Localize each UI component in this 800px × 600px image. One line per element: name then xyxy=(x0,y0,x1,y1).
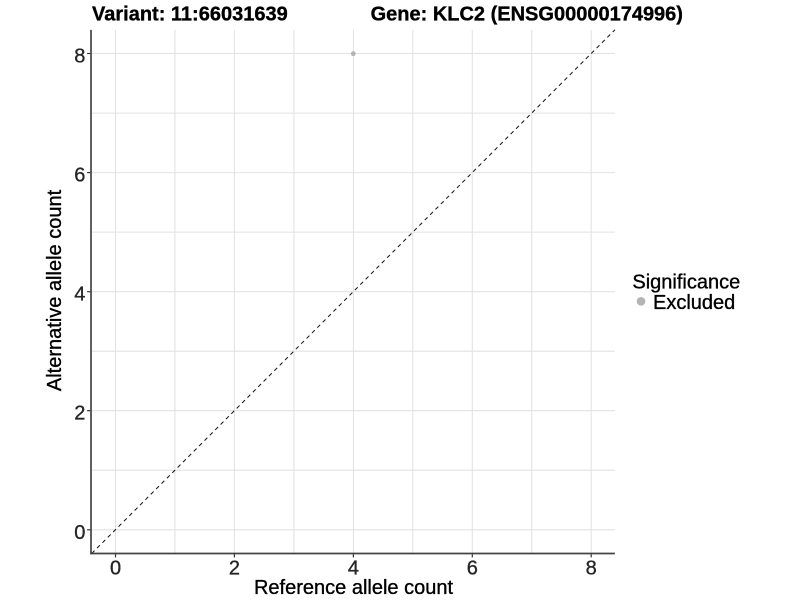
svg-text:6: 6 xyxy=(74,165,85,187)
svg-text:Significance: Significance xyxy=(632,272,740,294)
svg-text:6: 6 xyxy=(467,558,478,580)
svg-text:2: 2 xyxy=(74,403,85,425)
svg-text:8: 8 xyxy=(586,558,597,580)
svg-text:Reference allele count: Reference allele count xyxy=(254,577,453,599)
svg-text:0: 0 xyxy=(110,558,121,580)
svg-text:8: 8 xyxy=(74,46,85,68)
svg-text:4: 4 xyxy=(74,284,85,306)
svg-text:0: 0 xyxy=(74,522,85,544)
svg-text:4: 4 xyxy=(348,558,359,580)
svg-text:Gene: KLC2 (ENSG00000174996): Gene: KLC2 (ENSG00000174996) xyxy=(371,4,683,26)
svg-text:Variant: 11:66031639: Variant: 11:66031639 xyxy=(92,4,288,26)
svg-text:Alternative allele count: Alternative allele count xyxy=(44,189,66,391)
svg-text:2: 2 xyxy=(229,558,240,580)
svg-text:Excluded: Excluded xyxy=(653,292,735,314)
